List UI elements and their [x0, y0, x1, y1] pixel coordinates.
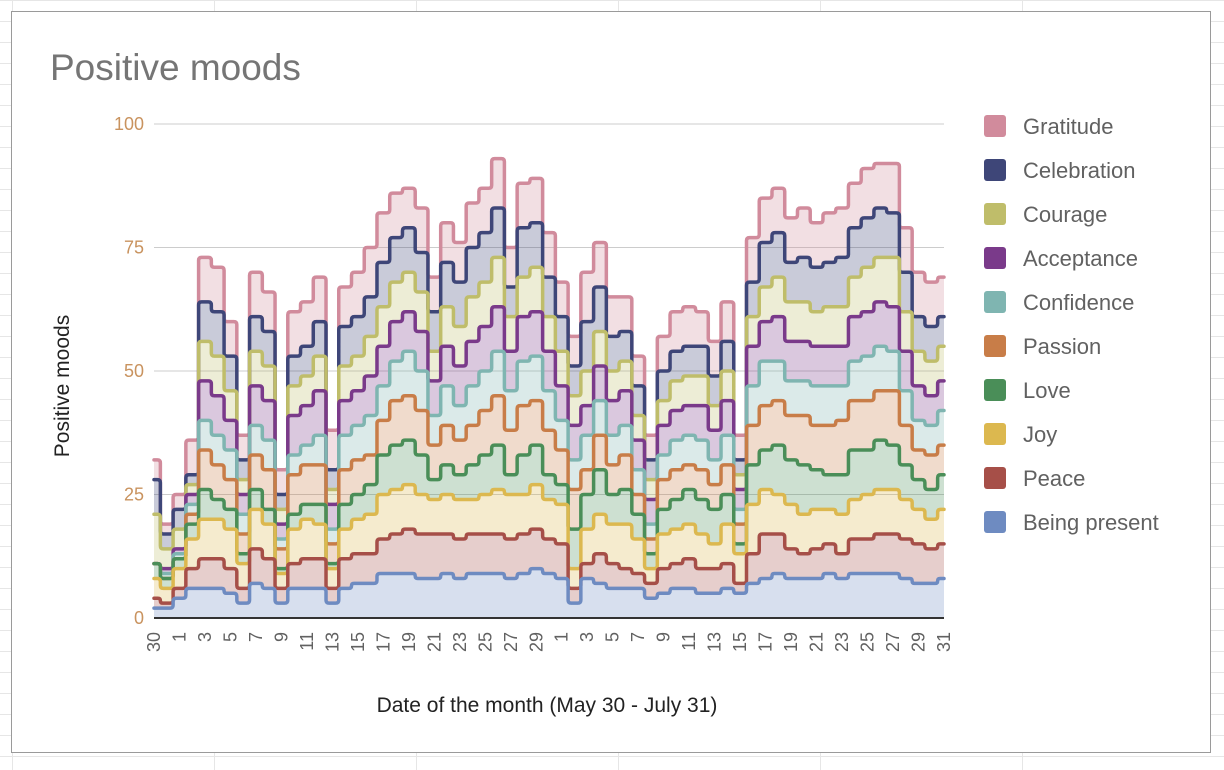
gridlines	[154, 123, 944, 495]
legend-label-gratitude: Gratitude	[1023, 114, 1114, 139]
x-tick-label: 11	[679, 632, 699, 651]
y-tick-label: 25	[124, 485, 144, 505]
legend-label-peace: Peace	[1023, 466, 1085, 491]
x-tick-label: 1	[552, 632, 572, 642]
x-tick-label: 9	[654, 632, 674, 642]
x-tick-label: 9	[271, 632, 291, 642]
x-tick-label: 3	[577, 632, 597, 642]
x-axis-title: Date of the month (May 30 - July 31)	[377, 694, 718, 717]
x-tick-label: 15	[348, 632, 368, 652]
legend-label-joy: Joy	[1023, 422, 1057, 447]
legend-swatch-passion	[984, 335, 1006, 357]
legend-label-being-present: Being present	[1023, 510, 1159, 535]
legend-swatch-joy	[984, 423, 1006, 445]
y-tick-label: 0	[134, 608, 144, 628]
line-passion	[152, 389, 946, 581]
x-tick-label: 27	[883, 632, 903, 652]
x-tick-label: 21	[807, 632, 827, 652]
legend-swatch-peace	[984, 467, 1006, 489]
x-tick-label: 30	[144, 632, 164, 652]
y-tick-label: 100	[114, 114, 144, 134]
line-being-present	[152, 566, 946, 610]
series-lines	[152, 156, 946, 610]
x-tick-label: 15	[730, 632, 750, 652]
y-tick-label: 75	[124, 238, 144, 258]
line-gratitude	[152, 156, 946, 526]
legend-swatch-confidence	[984, 291, 1006, 313]
line-peace	[152, 527, 946, 605]
area-being-present	[154, 568, 944, 618]
legend-label-confidence: Confidence	[1023, 290, 1134, 315]
x-tick-label: 17	[756, 632, 776, 652]
y-tick-label: 50	[124, 361, 144, 381]
x-tick-label: 23	[832, 632, 852, 652]
line-celebration	[152, 206, 946, 536]
x-tick-label: 7	[628, 632, 648, 642]
x-tick-label: 13	[705, 632, 725, 652]
stacked-areas	[154, 158, 944, 618]
legend-label-passion: Passion	[1023, 334, 1101, 359]
x-tick-label: 31	[934, 632, 954, 652]
x-tick-label: 27	[501, 632, 521, 652]
y-axis-title: Positive moods	[51, 315, 74, 457]
x-tick-label: 19	[781, 632, 801, 652]
x-tick-label: 11	[297, 632, 317, 651]
legend-swatch-gratitude	[984, 115, 1006, 137]
x-tick-label: 3	[195, 632, 215, 642]
x-tick-label: 25	[475, 632, 495, 652]
x-tick-label: 17	[373, 632, 393, 652]
x-tick-label: 7	[246, 632, 266, 642]
x-tick-label: 25	[858, 632, 878, 652]
x-tick-label: 13	[322, 632, 342, 652]
legend: Gratitude Celebration Courage Acceptance Con…	[984, 114, 1159, 535]
x-tick-label: 5	[603, 632, 623, 642]
legend-label-courage: Courage	[1023, 202, 1107, 227]
chart-title: Positive moods	[50, 47, 301, 88]
x-tick-label: 23	[450, 632, 470, 652]
legend-swatch-courage	[984, 203, 1006, 225]
legend-swatch-acceptance	[984, 247, 1006, 269]
x-tick-label: 29	[909, 632, 929, 652]
legend-label-love: Love	[1023, 378, 1071, 403]
x-tick-label: 29	[526, 632, 546, 652]
x-tick-label: 21	[424, 632, 444, 652]
legend-label-acceptance: Acceptance	[1023, 246, 1138, 271]
x-tick-label: 1	[169, 632, 189, 642]
x-tick-label: 5	[220, 632, 240, 642]
legend-label-celebration: Celebration	[1023, 158, 1136, 183]
legend-swatch-being-present	[984, 511, 1006, 533]
chart-frame: Positive moods 0 25 50 75 100 30 1 3 5 7 9 11 13 15 17…	[11, 11, 1211, 753]
legend-swatch-love	[984, 379, 1006, 401]
x-tick-label: 19	[399, 632, 419, 652]
legend-swatch-celebration	[984, 159, 1006, 181]
